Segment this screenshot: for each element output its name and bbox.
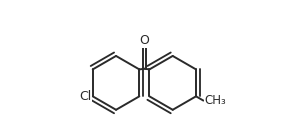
Text: O: O [140, 34, 150, 47]
Text: CH₃: CH₃ [205, 94, 226, 107]
Text: Cl: Cl [79, 90, 91, 103]
